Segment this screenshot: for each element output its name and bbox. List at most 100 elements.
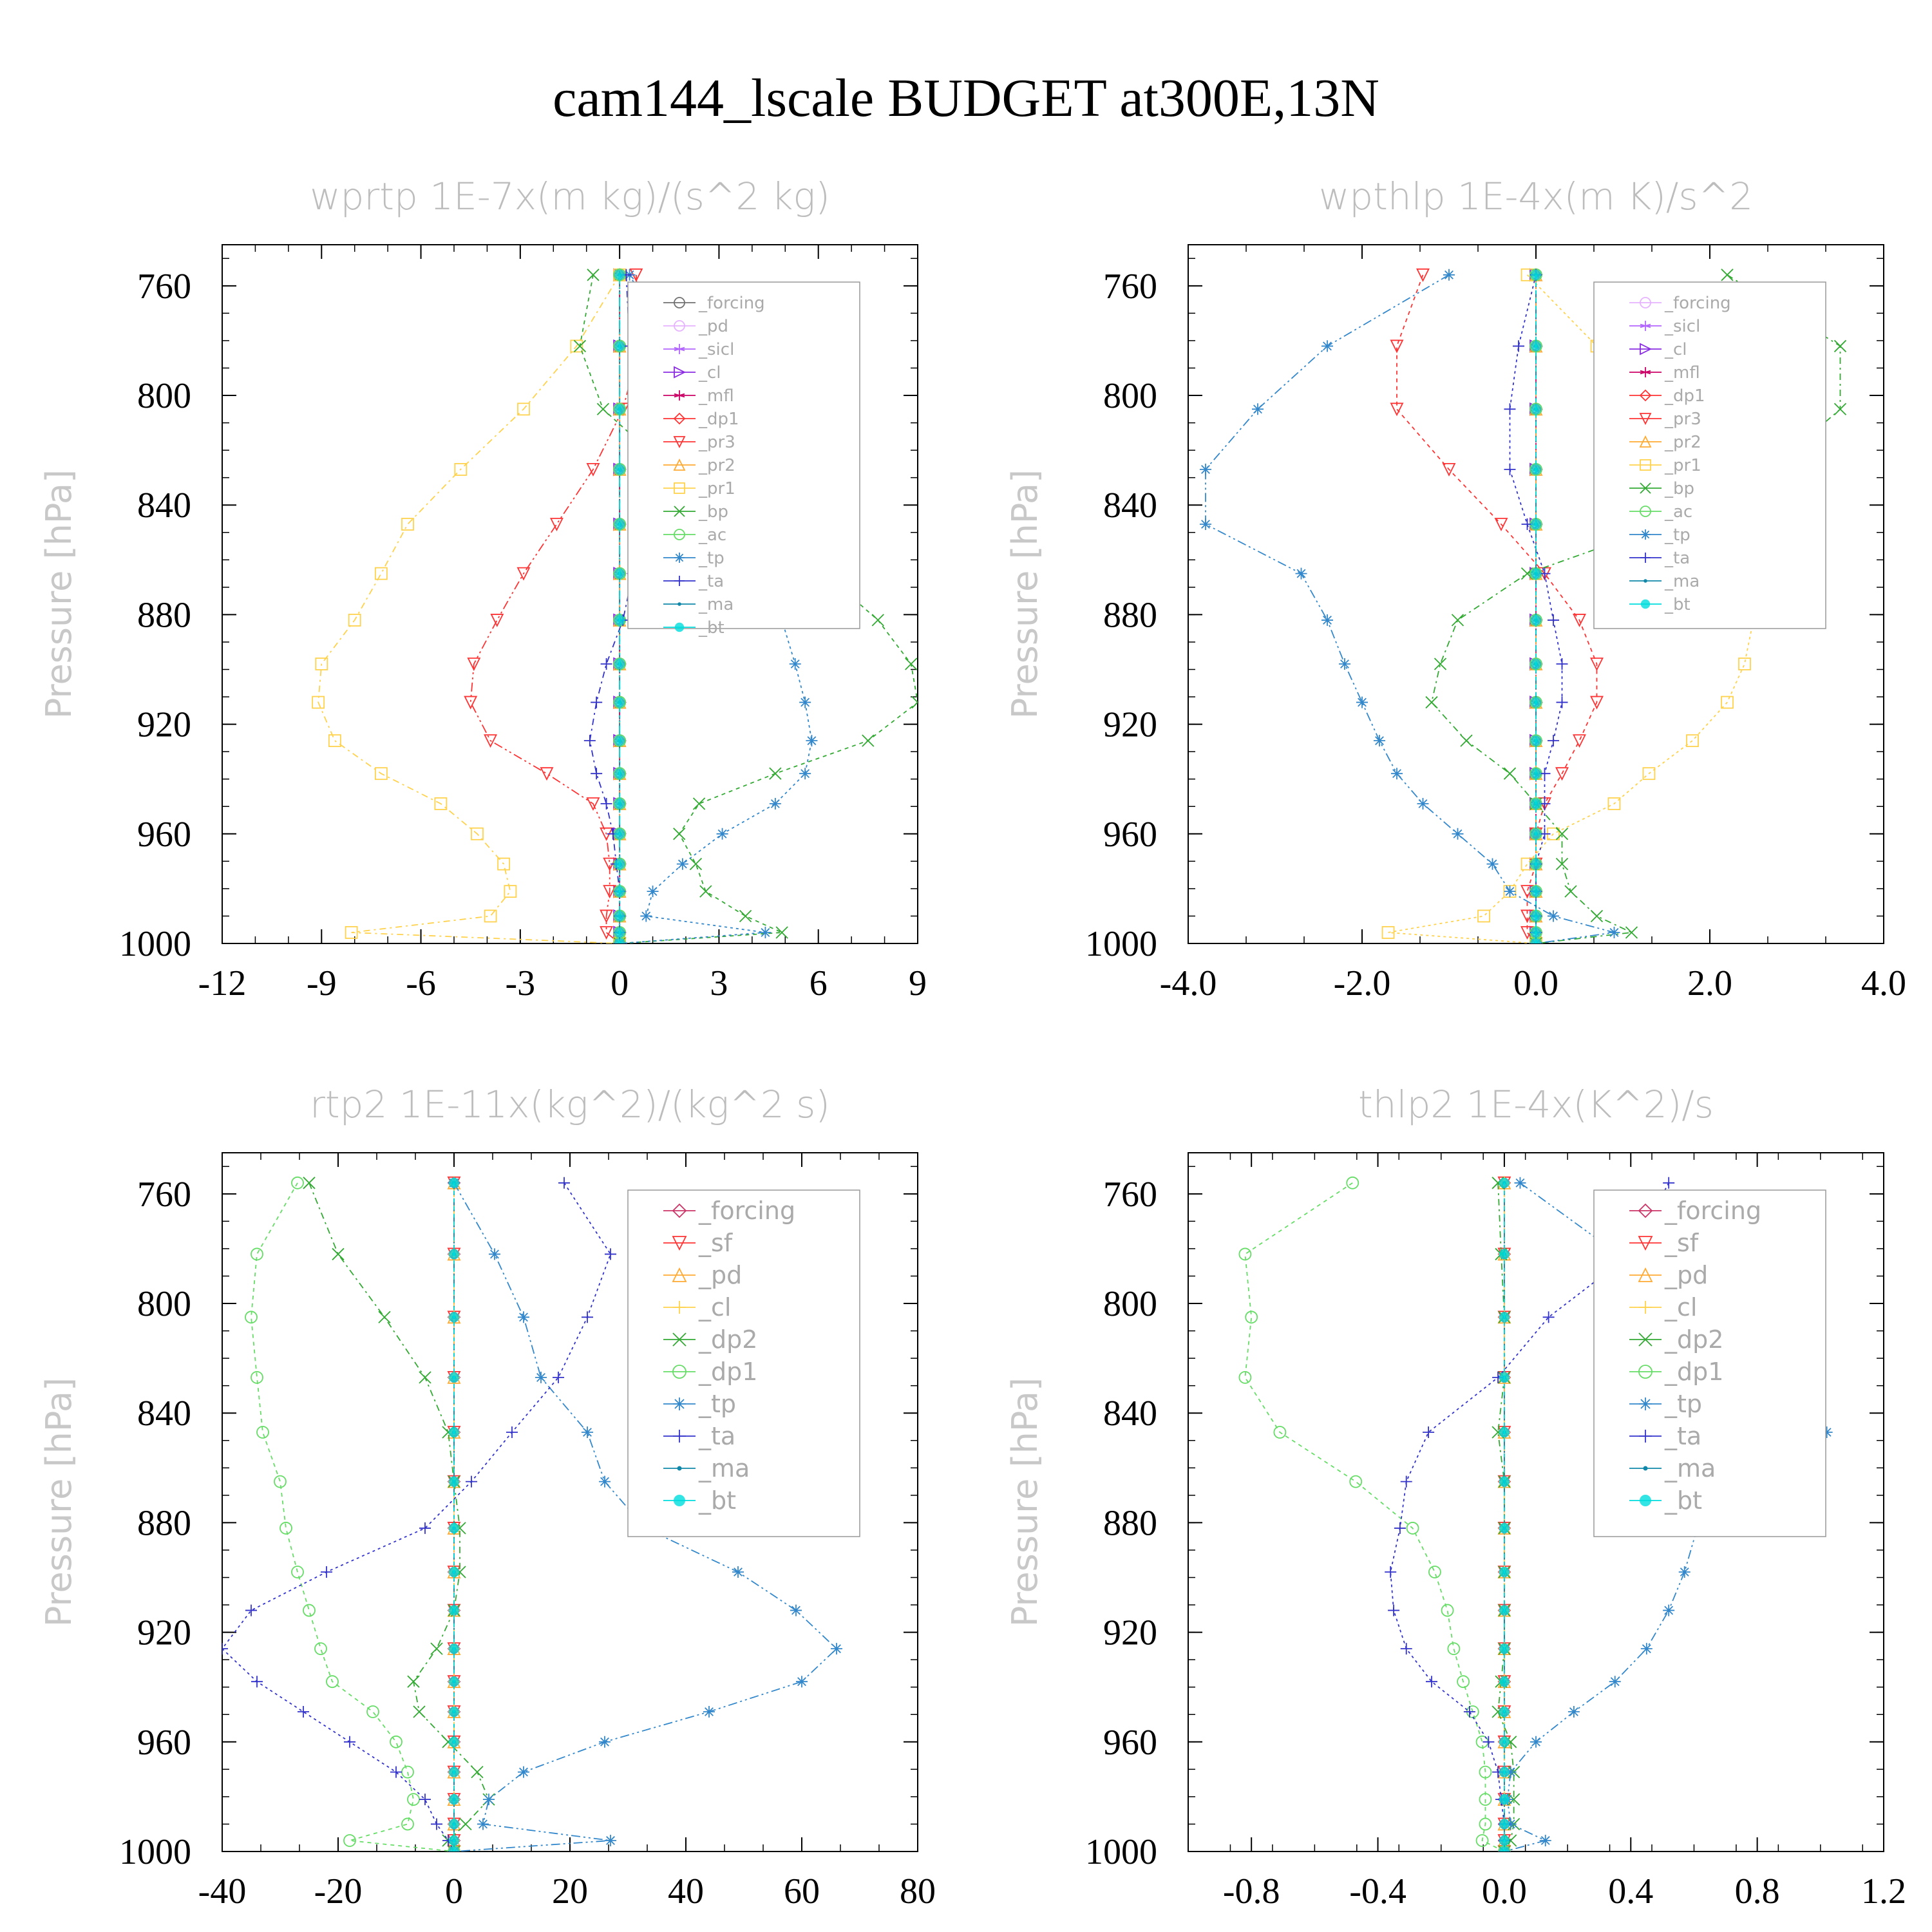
data-point — [614, 828, 625, 839]
data-point — [614, 341, 625, 352]
data-point — [614, 697, 625, 708]
data-point — [1479, 1817, 1492, 1831]
data-point — [1200, 463, 1211, 475]
data-point — [489, 1248, 500, 1260]
series-dp1 — [245, 1176, 460, 1852]
data-point — [591, 696, 603, 708]
data-point — [1475, 1834, 1489, 1847]
data-point — [448, 1177, 460, 1188]
data-point — [251, 1371, 263, 1384]
data-point — [614, 886, 625, 897]
data-point — [413, 1705, 426, 1718]
data-point — [806, 735, 818, 747]
series-tp — [1200, 269, 1620, 943]
data-point — [1686, 734, 1699, 748]
panel-title: wprtp 1E-7x(m kg)/(s^2 kg) — [310, 175, 830, 218]
panel-title: thlp2 1E-4x(K^2)/s — [1358, 1083, 1714, 1126]
legend-marker — [1640, 599, 1651, 609]
data-point — [1417, 798, 1429, 810]
x-tick-label: 3 — [710, 963, 728, 1003]
data-point — [484, 734, 498, 748]
data-point — [430, 1642, 443, 1655]
legend-marker — [1639, 435, 1652, 448]
legend-label: _forcing — [698, 1197, 795, 1225]
y-axis-label: Pressure [hPa] — [39, 1378, 79, 1627]
data-point — [1642, 767, 1656, 781]
data-point — [600, 798, 612, 810]
legend-marker — [1640, 367, 1651, 377]
legend-label: _ta — [1664, 1422, 1701, 1450]
y-axis-label: Pressure [hPa] — [1005, 1378, 1045, 1627]
data-point — [1391, 768, 1403, 780]
panel-2: wpthlp 1E-4x(m K)/s^2 Pressure [hPa] -4.0 -… — [1005, 175, 1906, 1003]
data-point — [1463, 1706, 1475, 1718]
data-point — [1530, 697, 1542, 708]
data-point — [614, 768, 625, 779]
data-point — [256, 1426, 269, 1439]
x-tick-label: -0.4 — [1349, 1871, 1406, 1911]
panel-title: rtp2 1E-11x(kg^2)/(kg^2 s) — [310, 1083, 830, 1126]
data-point — [586, 797, 600, 811]
data-point — [434, 797, 448, 810]
data-point — [1499, 1706, 1510, 1718]
x-tick-label: 20 — [552, 1871, 588, 1911]
legend-label: _pd — [1664, 1261, 1708, 1289]
data-point — [419, 1371, 431, 1384]
plot-frame — [1188, 1152, 1884, 1852]
data-point — [1499, 1835, 1510, 1846]
series-line — [1396, 274, 1598, 943]
data-point — [448, 1476, 460, 1487]
legend-marker — [1638, 1365, 1653, 1379]
data-point — [699, 885, 712, 898]
legend-marker — [673, 1397, 686, 1410]
data-point — [1447, 1642, 1461, 1656]
legend-label: _bt — [698, 1486, 736, 1515]
data-point — [419, 1794, 431, 1806]
data-point — [448, 1676, 460, 1687]
legend-marker — [674, 366, 687, 379]
data-point — [1400, 1643, 1412, 1655]
data-point — [448, 1312, 460, 1323]
data-point — [570, 339, 583, 353]
data-point — [549, 518, 564, 532]
series-dp2 — [303, 1177, 495, 1852]
data-point — [692, 797, 706, 810]
data-point — [614, 269, 625, 280]
data-point — [1457, 1675, 1470, 1689]
data-point — [600, 658, 612, 670]
legend-label: _dp1 — [698, 1358, 757, 1386]
x-tick-label: -6 — [406, 963, 436, 1003]
legend-label: _ma — [698, 595, 734, 614]
legend-label: _forcing — [1664, 294, 1731, 313]
legend-label: _dp1 — [698, 410, 739, 429]
legend: _forcing _sicl _cl _mfl _dp1 _pr3 _pr2 _pr1 _bp _… — [1593, 281, 1826, 629]
legend-marker — [677, 602, 681, 606]
legend-marker — [1640, 321, 1651, 331]
data-point — [831, 1643, 842, 1655]
y-tick-label: 960 — [137, 815, 191, 855]
legend-marker — [674, 320, 685, 332]
data-point — [1394, 1522, 1406, 1534]
data-point — [1607, 797, 1621, 810]
data-point — [332, 1247, 345, 1261]
x-tick-label: -4.0 — [1160, 963, 1217, 1003]
data-point — [614, 735, 625, 746]
x-tick-label: 6 — [810, 963, 828, 1003]
data-point — [647, 886, 659, 898]
x-tick-label: 0.0 — [1513, 963, 1558, 1003]
data-point — [591, 768, 603, 780]
y-tick-label: 880 — [1103, 595, 1157, 635]
data-point — [464, 696, 478, 710]
data-point — [1609, 1676, 1621, 1688]
data-point — [497, 857, 511, 871]
data-point — [1530, 735, 1542, 746]
data-point — [1339, 658, 1350, 670]
data-point — [689, 857, 703, 871]
data-point — [1443, 269, 1455, 281]
data-point — [448, 1766, 460, 1777]
legend-marker — [673, 458, 686, 471]
data-point — [1539, 1834, 1551, 1846]
data-point — [1530, 568, 1542, 579]
data-point — [605, 1834, 616, 1846]
